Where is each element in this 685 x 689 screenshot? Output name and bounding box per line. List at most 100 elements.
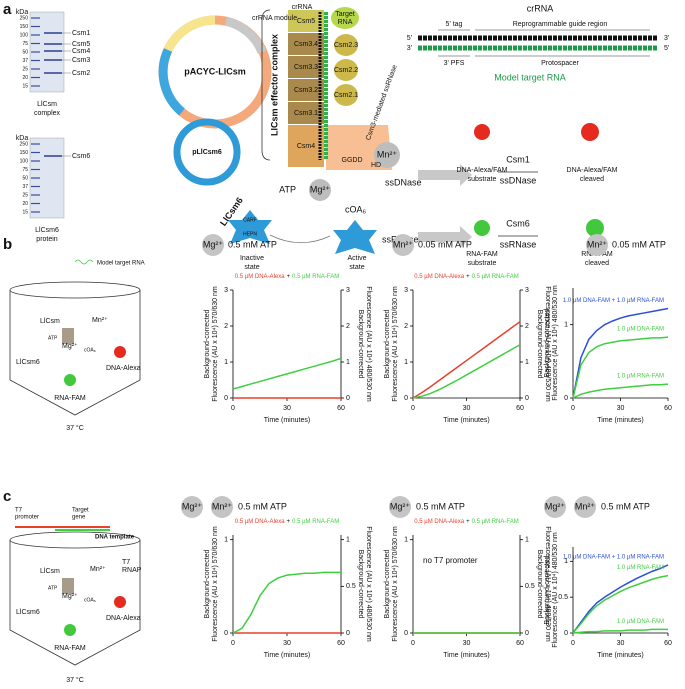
gel-marker: 15 xyxy=(22,209,28,215)
gel-marker: 37 xyxy=(22,58,28,64)
gel-marker: 50 xyxy=(22,49,28,55)
y2-axis-label: Background-corrected xyxy=(357,550,364,619)
gel-marker: 150 xyxy=(20,24,29,30)
substrate: RNA-FAM xyxy=(466,251,498,258)
chart-title: 0.5 mM ATP xyxy=(238,501,287,511)
x-tick-label: 60 xyxy=(516,640,524,647)
y2-tick-label: 1 xyxy=(346,359,350,366)
domain: HEPN xyxy=(243,231,257,237)
panel-bc-art xyxy=(9,259,141,666)
domain: CARF xyxy=(243,217,257,223)
state: Active xyxy=(347,255,366,262)
gel-marker: 20 xyxy=(22,75,28,81)
label: T7 xyxy=(122,559,130,566)
gel-marker: 75 xyxy=(22,41,28,47)
series-label: 1.0 µM DNA-FAM xyxy=(617,327,664,333)
x-tick-label: 60 xyxy=(664,405,672,412)
legend-entry: 0.5 µM DNA-Alexa xyxy=(235,274,285,280)
activity: ssDNase xyxy=(385,177,422,187)
atp: ATP xyxy=(48,335,58,341)
series-label: 1.0 µM RNA-FAM xyxy=(617,374,664,380)
series-label: 1.0 µM RNA-FAM xyxy=(617,565,664,571)
atp: ATP xyxy=(279,184,296,194)
label: LlCsm6 xyxy=(16,609,40,616)
legend-separator: + xyxy=(287,519,291,525)
domain: GGDD xyxy=(342,157,363,164)
gel-marker: 37 xyxy=(22,184,28,190)
gel-marker: 150 xyxy=(20,150,29,156)
series-label: 1.0 µM DNA-FAM + 1.0 µM RNA-FAM xyxy=(563,554,664,560)
state: state xyxy=(349,264,364,271)
subunit: Csm2.3 xyxy=(334,42,358,49)
target-rna: RNA xyxy=(338,19,353,26)
series-line xyxy=(572,336,669,399)
gel-marker: 25 xyxy=(22,192,28,198)
y2-tick-label: 3 xyxy=(525,287,529,294)
label: RNAP xyxy=(122,567,142,574)
x-axis-label: Time (minutes) xyxy=(264,652,310,659)
label: RNA-FAM xyxy=(54,395,86,402)
ion-badge xyxy=(181,496,203,518)
legend-separator: + xyxy=(287,274,291,280)
subunit: Csm3.4 xyxy=(294,41,318,48)
x-tick-label: 0 xyxy=(231,405,235,412)
ion: Mn²⁺ xyxy=(377,149,397,159)
series-line xyxy=(412,344,521,399)
y-tick-label: 1 xyxy=(404,537,408,544)
y-axis-label: Background-corrected xyxy=(544,308,551,377)
legend: 0.5 µM DNA-Alexa +0.5 µM RNA-FAM xyxy=(414,274,518,280)
y-tick-label: 0 xyxy=(404,630,408,637)
y2-axis-label: Background-corrected xyxy=(536,310,543,379)
y-axis-label: Fluorescence (AU x 10⁴) 570/630 nm xyxy=(392,526,399,642)
ion-badge-label: Mg²⁺ xyxy=(390,501,410,511)
enzyme: Csm1 xyxy=(506,154,530,164)
y2-tick-label: 1 xyxy=(525,359,529,366)
pfs: 3' PFS xyxy=(444,60,465,67)
end: 3' xyxy=(407,45,412,52)
y-axis-label: Background-corrected xyxy=(204,549,211,618)
label: Target xyxy=(72,508,89,514)
y2-axis-label: Fluorescence (AU x 10⁴) 480/530 nm xyxy=(365,286,372,402)
plasmid-name: pACYC-LlCsm xyxy=(184,66,246,76)
crrna-tag: crRNA xyxy=(292,4,313,11)
ion-badge-label: Mn²⁺ xyxy=(575,501,595,511)
ion: Mn²⁺ xyxy=(90,566,106,573)
end: 5' xyxy=(664,45,669,52)
y-axis-label: Background-corrected xyxy=(384,309,391,378)
series-line xyxy=(572,574,669,634)
legend-entry: 0.5 µM RNA-FAM xyxy=(292,519,339,525)
x-axis-label: Time (minutes) xyxy=(597,417,643,424)
y-tick-label: 0.5 xyxy=(558,594,568,601)
y2-tick-label: 0 xyxy=(525,395,529,402)
complex-title: LlCsm effector complex xyxy=(269,34,279,136)
x-tick-label: 30 xyxy=(283,640,291,647)
gel-marker: 100 xyxy=(20,32,29,38)
coa: cOA₆ xyxy=(84,597,96,603)
y-tick-label: 0 xyxy=(224,630,228,637)
y-tick-label: 3 xyxy=(404,287,408,294)
x-tick-label: 0 xyxy=(411,640,415,647)
crrna-title: crRNA xyxy=(527,3,554,13)
subunit: Csm3.3 xyxy=(294,64,318,71)
band-label: Csm3 xyxy=(72,57,90,64)
x-tick-label: 30 xyxy=(617,640,625,647)
y2-axis-label: Background-corrected xyxy=(536,550,543,619)
target-rna: Target xyxy=(335,11,355,18)
gel-marker: 75 xyxy=(22,167,28,173)
gel-unit: kDa xyxy=(16,9,29,16)
model-rna: Model target RNA xyxy=(494,72,566,82)
x-tick-label: 60 xyxy=(516,405,524,412)
y-axis-label: Fluorescence (AU x 10⁴) 480/530 nm xyxy=(552,285,559,401)
gel-marker: 250 xyxy=(20,141,29,147)
ion: Mg²⁺ xyxy=(310,184,330,194)
ion-badge xyxy=(586,234,608,256)
product: cleaved xyxy=(580,176,604,183)
ion-badge-label: Mg²⁺ xyxy=(545,501,565,511)
y2-axis-label: Fluorescence (AU x 10⁴) 480/530 nm xyxy=(365,526,372,642)
activity: ssDNase xyxy=(500,175,537,185)
series-line xyxy=(572,628,668,634)
ion-badge xyxy=(544,496,566,518)
chart-title: 0.5 mM ATP xyxy=(601,501,650,511)
